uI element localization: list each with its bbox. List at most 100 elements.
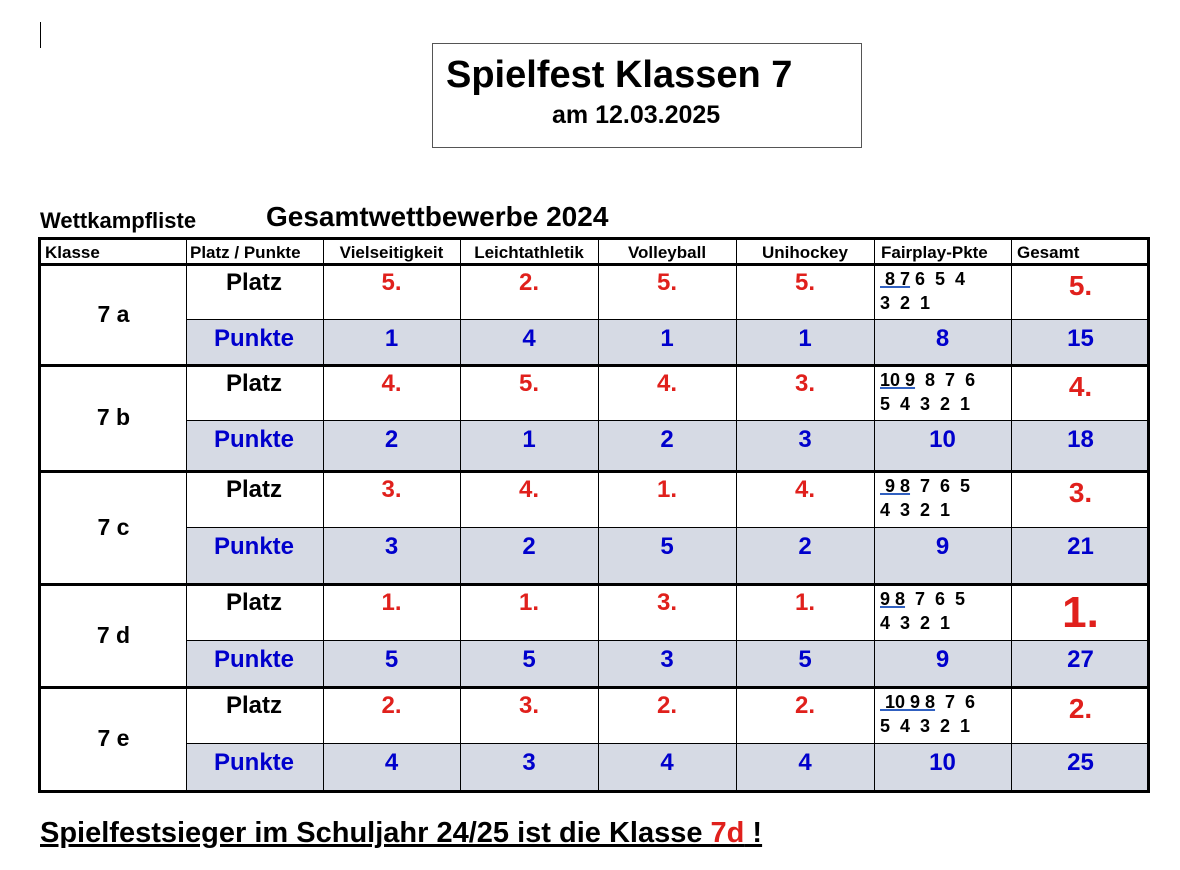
fairplay-scale-rest: 7 6: [935, 692, 976, 712]
punkte-value: 1: [660, 325, 674, 352]
header-volleyball: Volleyball: [627, 243, 707, 262]
row-divider: [186, 640, 1150, 641]
punkte-value: 4: [798, 749, 812, 776]
fairplay-scale-line: 10 9 8 7 6: [880, 690, 1010, 714]
fairplay-scale-rest: 7 6 5: [905, 589, 966, 609]
class-divider: [38, 686, 1150, 689]
header-leichtathletik: Leichtathletik: [474, 243, 584, 262]
fairplay-marked-values: 9 8: [880, 476, 911, 496]
platz-value: 2.: [381, 692, 402, 719]
punkte-row-shade: [186, 641, 1147, 687]
platz-value: 4.: [518, 476, 539, 503]
punkte-label: Punkte: [213, 325, 294, 352]
column-divider: [460, 237, 461, 793]
class-divider: [38, 364, 1150, 367]
fairplay-scale-line: 9 8 7 6 5: [880, 474, 1010, 498]
platz-label: Platz: [225, 476, 282, 503]
class-label: 7 e: [97, 724, 130, 751]
title-box: Spielfest Klassen 7 am 12.03.2025: [432, 43, 862, 148]
platz-label: Platz: [225, 370, 282, 397]
fairplay-marked-values: 8 7: [880, 269, 911, 289]
punkte-value: 4: [522, 325, 536, 352]
gesamt-platz: 4.: [1068, 371, 1093, 402]
fairplay-punkte: 8: [935, 325, 950, 352]
fairplay-marked-values: 9 8: [880, 589, 906, 609]
punkte-value: 2: [384, 426, 399, 453]
fairplay-scale-line: 9 8 7 6 5: [880, 587, 1010, 611]
header-platz-punkte: Platz / Punkte: [190, 243, 301, 262]
column-divider: [1011, 237, 1012, 793]
punkte-value: 2: [522, 533, 536, 560]
punkte-row-shade: [186, 320, 1147, 365]
header-gesamt: Gesamt: [1017, 243, 1080, 262]
document-date: am 12.03.2025: [552, 101, 721, 129]
row-divider: [186, 420, 1150, 421]
class-divider: [38, 583, 1150, 586]
gesamt-punkte: 15: [1067, 325, 1094, 352]
punkte-value: 1: [522, 426, 536, 453]
platz-value: 3.: [518, 692, 539, 719]
fairplay-scale-line: 8 7 6 5 4: [880, 267, 1010, 291]
winner-statement-text: Spielfestsieger im Schuljahr 24/25 ist d…: [40, 817, 711, 849]
platz-label: Platz: [225, 269, 282, 296]
punkte-value: 2: [660, 426, 674, 453]
list-label: Wettkampfliste: [40, 208, 197, 233]
punkte-value: 1: [384, 325, 399, 352]
winner-class: 7d: [710, 817, 745, 849]
header-fairplay: Fairplay-Pkte: [881, 243, 988, 262]
punkte-value: 2: [798, 533, 812, 560]
punkte-row-shade: [186, 744, 1147, 790]
platz-value: 1.: [518, 589, 539, 616]
fairplay-scale-line: 5 4 3 2 1: [880, 394, 971, 414]
column-divider: [186, 237, 187, 793]
fairplay-punkte: 10: [929, 426, 956, 453]
header-klasse: Klasse: [45, 243, 100, 262]
platz-value: 5.: [794, 269, 815, 296]
gesamt-platz: 2.: [1068, 693, 1093, 724]
platz-value: 2.: [656, 692, 677, 719]
gesamt-platz: 1.: [1062, 588, 1099, 637]
fairplay-punkte: 9: [935, 533, 950, 560]
punkte-value: 4: [660, 749, 674, 776]
platz-value: 5.: [518, 370, 539, 397]
punkte-value: 5: [798, 646, 812, 673]
platz-value: 1.: [381, 589, 402, 616]
platz-value: 1.: [794, 589, 815, 616]
punkte-value: 3: [384, 533, 399, 560]
fairplay-marked-values: 10 9 8: [880, 692, 936, 712]
fairplay-scale-line: 4 3 2 1: [880, 500, 951, 520]
platz-value: 4.: [794, 476, 815, 503]
platz-value: 5.: [381, 269, 402, 296]
fairplay-scale-rest: 7 6 5: [910, 476, 971, 496]
text-cursor: [40, 22, 41, 48]
punkte-value: 5: [660, 533, 674, 560]
class-label: 7 c: [97, 513, 130, 540]
platz-label: Platz: [225, 589, 282, 616]
fairplay-scale-line: 3 2 1: [880, 293, 931, 313]
gesamt-punkte: 21: [1067, 533, 1094, 560]
platz-value: 3.: [381, 476, 402, 503]
punkte-value: 3: [798, 426, 812, 453]
platz-value: 4.: [381, 370, 402, 397]
row-divider: [186, 527, 1150, 528]
platz-value: 4.: [656, 370, 677, 397]
fairplay-punkte: 9: [935, 646, 950, 673]
header-unihockey: Unihockey: [762, 243, 848, 262]
punkte-row-shade: [186, 421, 1147, 471]
platz-value: 3.: [794, 370, 815, 397]
punkte-value: 3: [522, 749, 536, 776]
punkte-value: 5: [522, 646, 536, 673]
header-vielseitigkeit: Vielseitigkeit: [339, 243, 444, 262]
class-divider: [38, 470, 1150, 473]
punkte-label: Punkte: [213, 426, 294, 453]
platz-value: 2.: [518, 269, 539, 296]
punkte-label: Punkte: [213, 646, 294, 673]
fairplay-scale-line: 10 9 8 7 6: [880, 368, 1010, 392]
fairplay-scale-line: 5 4 3 2 1: [880, 716, 971, 736]
results-table: Klasse Platz / Punkte Vielseitigkeit Lei…: [38, 237, 1150, 793]
class-label: 7 d: [96, 621, 131, 648]
row-divider: [186, 743, 1150, 744]
fairplay-marked-values: 10 9: [880, 370, 916, 390]
